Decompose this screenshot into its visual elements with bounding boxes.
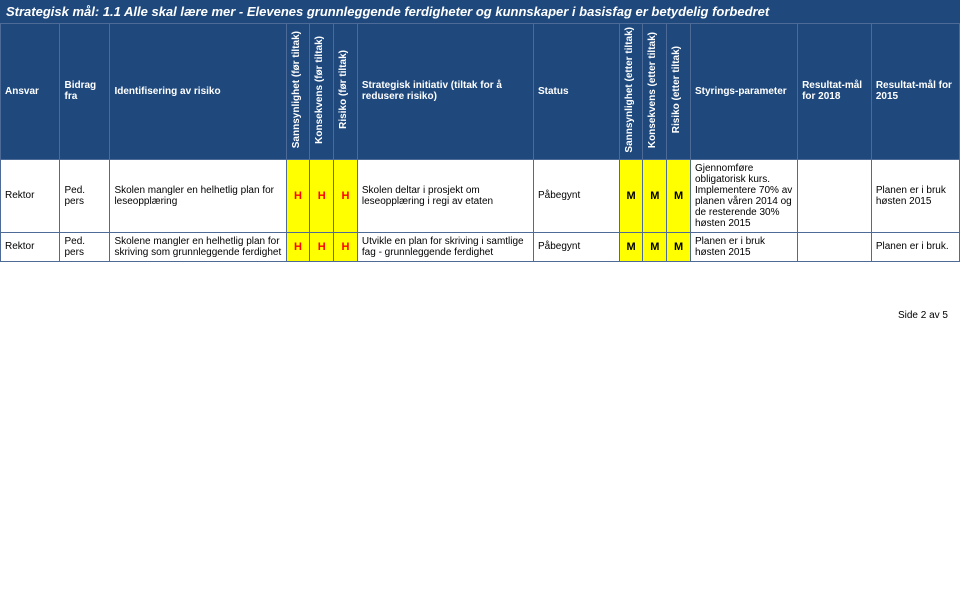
cell-res2018 bbox=[798, 159, 872, 232]
cell-identif: Skolen mangler en helhetlig plan for les… bbox=[110, 159, 286, 232]
cell-styring: Planen er i bruk høsten 2015 bbox=[690, 232, 797, 261]
col-bidrag: Bidrag fra bbox=[60, 24, 110, 160]
cell-bidrag: Ped. pers bbox=[60, 232, 110, 261]
cell-initiativ: Skolen deltar i prosjekt om leseopplærin… bbox=[357, 159, 533, 232]
cell-styring: Gjennomføre obligatorisk kurs. Implement… bbox=[690, 159, 797, 232]
cell-m: M bbox=[643, 159, 667, 232]
cell-m: M bbox=[643, 232, 667, 261]
col-kons-etter: Konsekvens (etter tiltak) bbox=[643, 24, 667, 160]
cell-h: H bbox=[286, 159, 310, 232]
cell-m: M bbox=[619, 159, 643, 232]
cell-res2015: Planen er i bruk. bbox=[871, 232, 959, 261]
cell-res2018 bbox=[798, 232, 872, 261]
cell-h: H bbox=[334, 159, 358, 232]
cell-m: M bbox=[667, 232, 691, 261]
risk-table: Ansvar Bidrag fra Identifisering av risi… bbox=[0, 23, 960, 262]
cell-ansvar: Rektor bbox=[1, 159, 60, 232]
col-identif: Identifisering av risiko bbox=[110, 24, 286, 160]
cell-h: H bbox=[334, 232, 358, 261]
page-title: Strategisk mål: 1.1 Alle skal lære mer -… bbox=[0, 0, 960, 23]
col-styring: Styrings-parameter bbox=[690, 24, 797, 160]
cell-status: Påbegynt bbox=[533, 232, 619, 261]
cell-h: H bbox=[310, 159, 334, 232]
col-kons-for: Konsekvens (før tiltak) bbox=[310, 24, 334, 160]
col-sann-for: Sannsynlighet (før tiltak) bbox=[286, 24, 310, 160]
cell-h: H bbox=[310, 232, 334, 261]
col-initiativ: Strategisk initiativ (tiltak for å redus… bbox=[357, 24, 533, 160]
cell-m: M bbox=[619, 232, 643, 261]
table-row: Rektor Ped. pers Skolene mangler en helh… bbox=[1, 232, 960, 261]
cell-h: H bbox=[286, 232, 310, 261]
col-sann-etter: Sannsynlighet (etter tiltak) bbox=[619, 24, 643, 160]
cell-ansvar: Rektor bbox=[1, 232, 60, 261]
col-status: Status bbox=[533, 24, 619, 160]
page-footer: Side 2 av 5 bbox=[0, 302, 960, 329]
cell-m: M bbox=[667, 159, 691, 232]
col-risiko-etter: Risiko (etter tiltak) bbox=[667, 24, 691, 160]
cell-bidrag: Ped. pers bbox=[60, 159, 110, 232]
cell-identif: Skolene mangler en helhetlig plan for sk… bbox=[110, 232, 286, 261]
cell-initiativ: Utvikle en plan for skriving i samtlige … bbox=[357, 232, 533, 261]
table-row: Rektor Ped. pers Skolen mangler en helhe… bbox=[1, 159, 960, 232]
col-res2015: Resultat-mål for 2015 bbox=[871, 24, 959, 160]
col-ansvar: Ansvar bbox=[1, 24, 60, 160]
cell-res2015: Planen er i bruk høsten 2015 bbox=[871, 159, 959, 232]
cell-status: Påbegynt bbox=[533, 159, 619, 232]
col-risiko-for: Risiko (før tiltak) bbox=[334, 24, 358, 160]
col-res2018: Resultat-mål for 2018 bbox=[798, 24, 872, 160]
